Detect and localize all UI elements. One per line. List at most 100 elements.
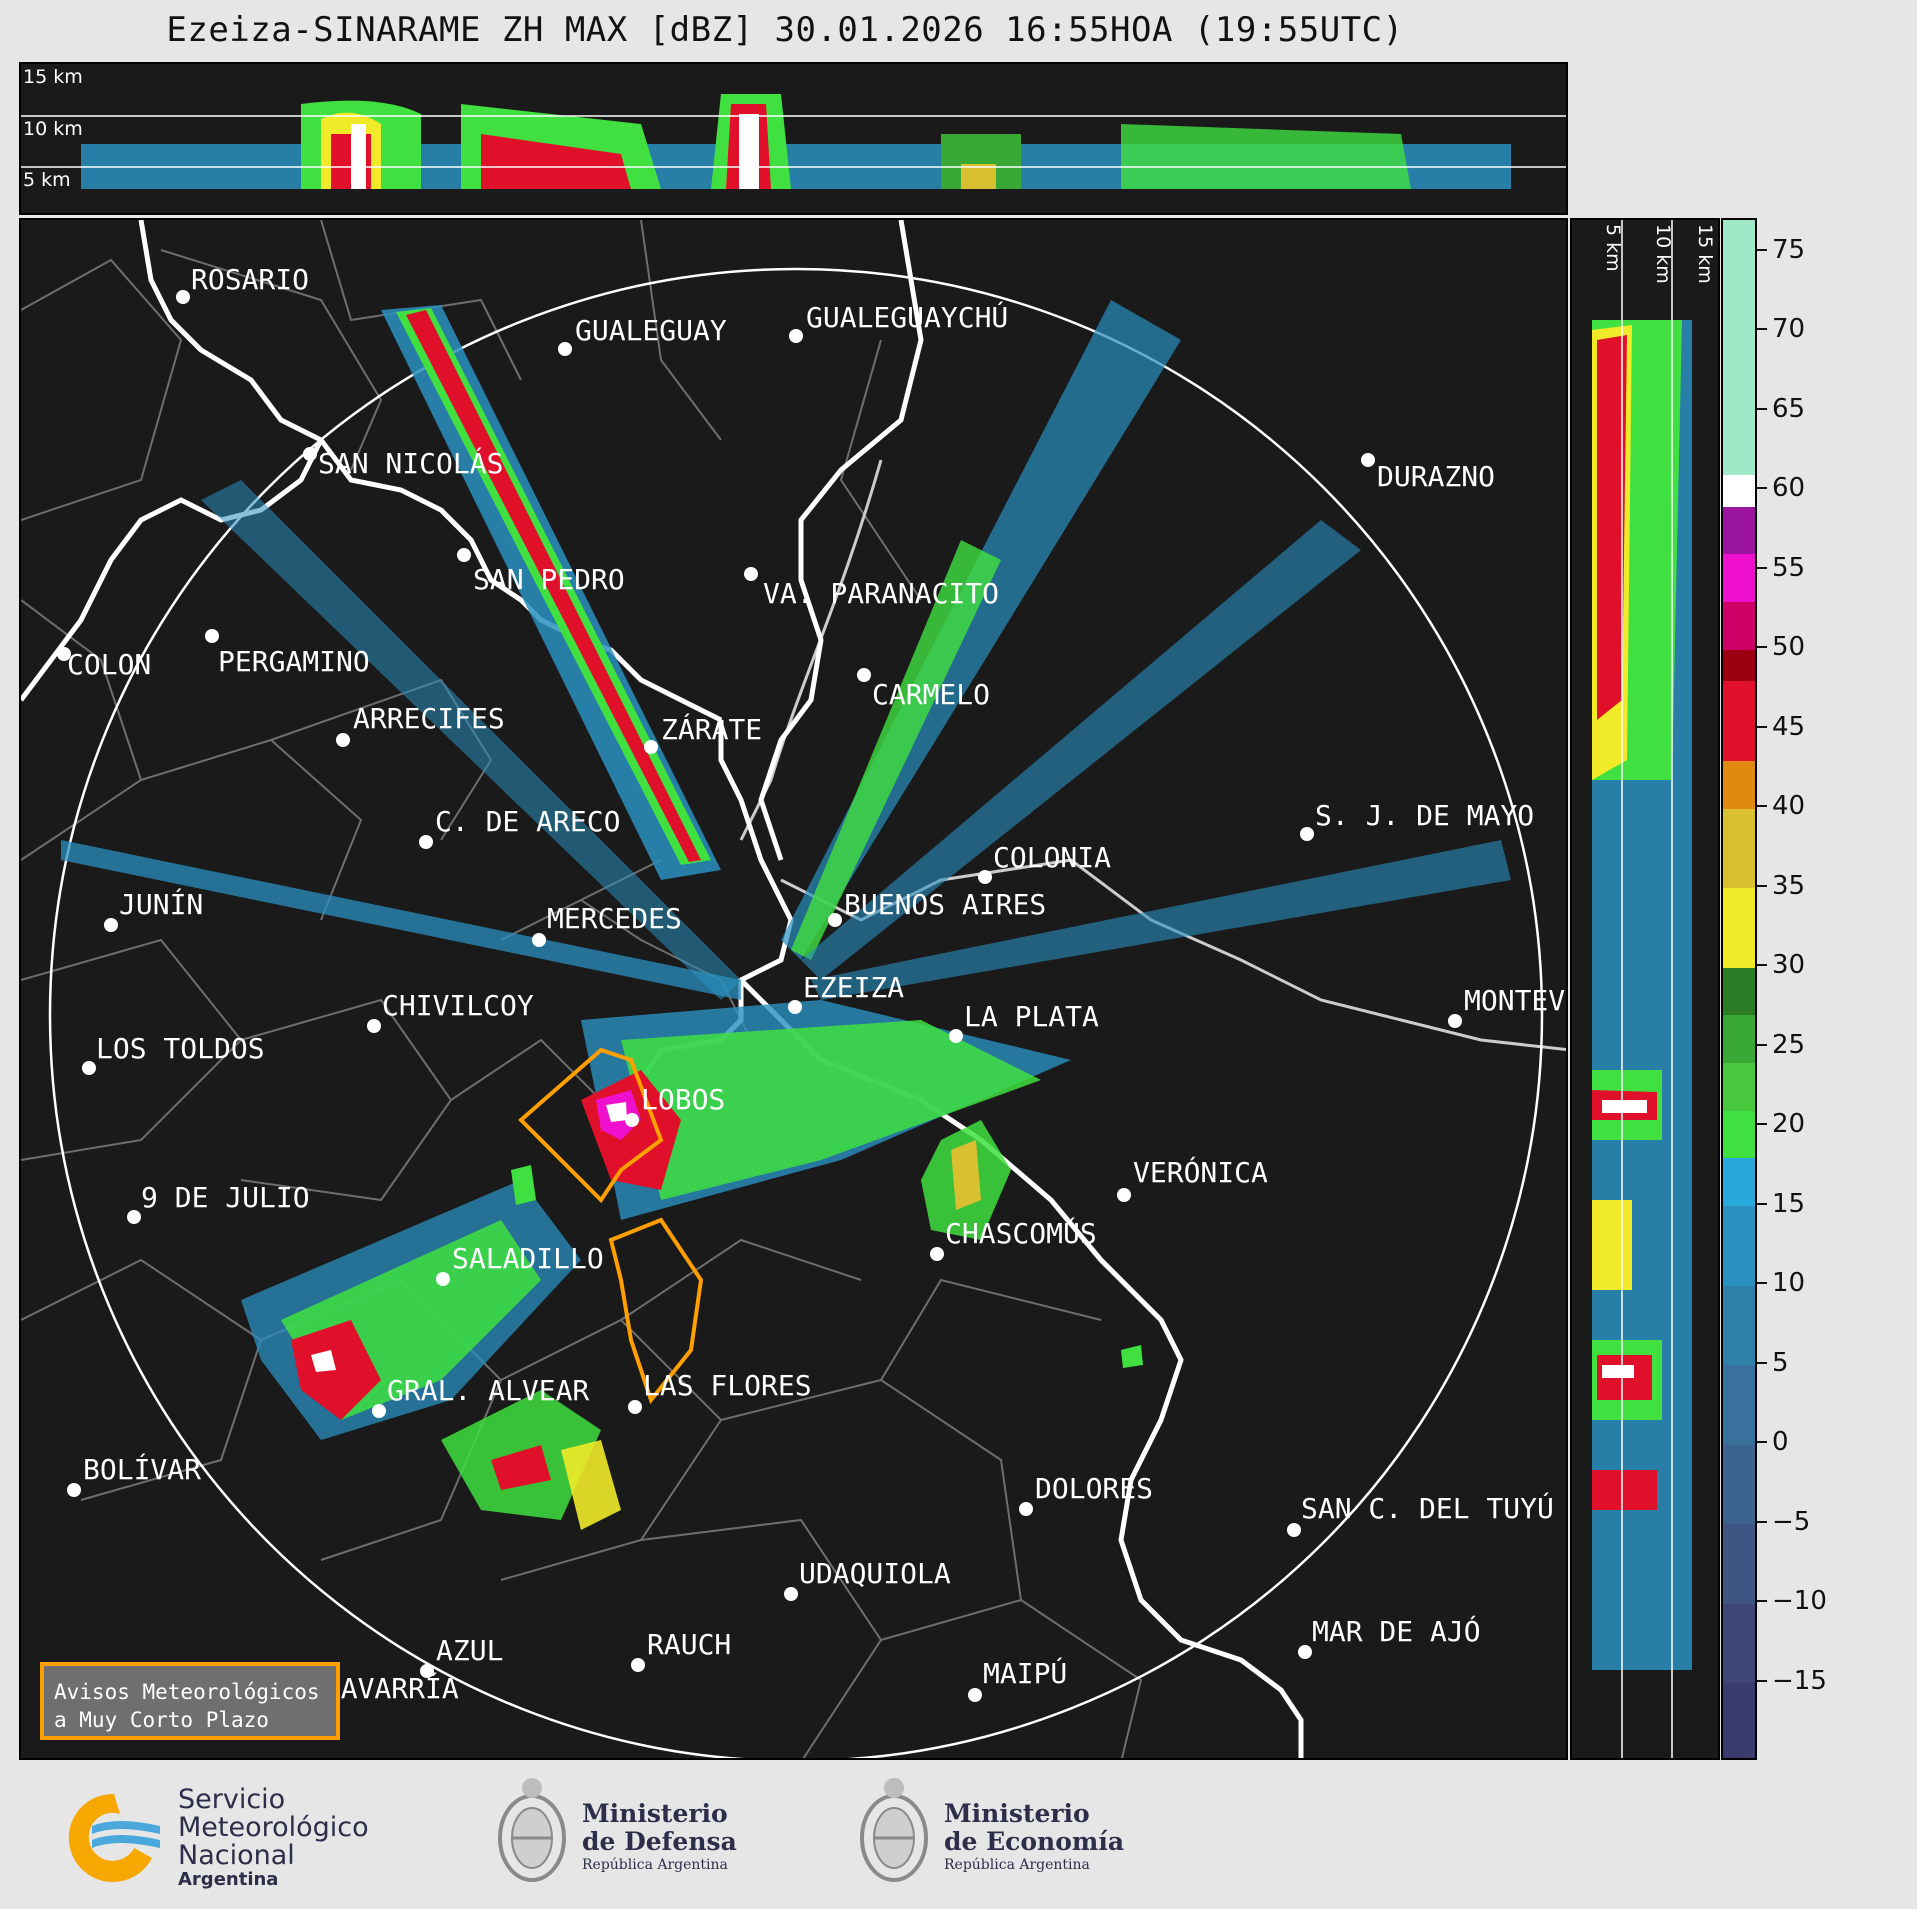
- city-label-dolores: DOLORES: [1035, 1472, 1153, 1505]
- city-markers: [57, 290, 1462, 1717]
- city-label-carmelo: CARMELO: [872, 678, 990, 711]
- warning-polygon-las-flores: [608, 1217, 704, 1405]
- colorbar-tick-label: 75: [1772, 234, 1806, 265]
- colorbar-segment: [1723, 649, 1755, 682]
- colorbar-tick: [1757, 725, 1767, 728]
- colorbar-tick: [1757, 1679, 1767, 1682]
- top-cross-section-plot: [21, 94, 1566, 189]
- colorbar-tick-label: 35: [1772, 870, 1806, 901]
- colorbar-tick-label: −10: [1772, 1586, 1827, 1617]
- colorbar-tick-label: 20: [1772, 1109, 1806, 1140]
- radar-range-ring: [48, 267, 1544, 1758]
- city-label-la-plata: LA PLATA: [964, 1000, 1099, 1033]
- colorbar-tick: [1757, 407, 1767, 410]
- city-label-colonia: COLONIA: [993, 841, 1111, 874]
- legend-line-2: a Muy Corto Plazo: [54, 1708, 269, 1732]
- warning-polygons: [518, 1047, 704, 1405]
- colorbar-tick-label: 55: [1772, 552, 1806, 583]
- colorbar-tick-label: 45: [1772, 711, 1806, 742]
- right-echo-band: [1592, 320, 1692, 1670]
- radar-map-svg: ROSARIO GUALEGUAYCHÚ GUALEGUAY SAN NICOL…: [21, 220, 1566, 1758]
- colorbar-segment: [1723, 220, 1755, 475]
- city-label-zarate: ZÁRATE: [661, 712, 762, 746]
- colorbar-tick-label: 5: [1772, 1347, 1789, 1378]
- colorbar-tick-label: 25: [1772, 1029, 1806, 1060]
- colorbar-tick: [1757, 1441, 1767, 1444]
- smn-logo-icon: [68, 1793, 160, 1882]
- colorbar-segment: [1723, 1444, 1755, 1525]
- city-label-rauch: RAUCH: [647, 1628, 731, 1661]
- city-label-ezeiza: EZEIZA: [803, 971, 904, 1004]
- defensa-logo-line-3: República Argentina: [582, 1857, 728, 1873]
- coast-and-rivers: [739, 459, 1566, 1052]
- colorbar-segment: [1723, 760, 1755, 809]
- city-label-mar-de-ajo: MAR DE AJÓ: [1312, 1614, 1481, 1648]
- city-label-arrecifes: ARRECIFES: [353, 702, 505, 735]
- city-label-buenos-aires: BUENOS AIRES: [844, 888, 1046, 921]
- colorbar-tick: [1757, 1282, 1767, 1285]
- city-label-9-de-julio: 9 DE JULIO: [141, 1181, 310, 1214]
- colorbar-segment: [1723, 601, 1755, 650]
- colorbar-segment: [1723, 474, 1755, 507]
- colorbar: [1721, 218, 1757, 1760]
- colorbar-tick-label: −5: [1772, 1506, 1811, 1537]
- right-alt-label-15km: 15 km: [1694, 224, 1716, 284]
- colorbar-tick: [1757, 646, 1767, 649]
- colorbar-tick-label: 65: [1772, 393, 1806, 424]
- smn-logo-line-3: Nacional: [178, 1840, 295, 1871]
- city-label-san-pedro: SAN PEDRO: [473, 563, 625, 596]
- colorbar-segment: [1723, 887, 1755, 968]
- colorbar-tick-label: 15: [1772, 1188, 1806, 1219]
- colorbar-segment: [1723, 1682, 1755, 1758]
- city-label-saladillo: SALADILLO: [452, 1242, 604, 1275]
- colorbar-segment: [1723, 1205, 1755, 1286]
- colorbar-tick-label: 50: [1772, 632, 1806, 663]
- colorbar-segment: [1723, 1062, 1755, 1111]
- right-alt-label-10km: 10 km: [1652, 224, 1674, 284]
- defensa-coat-of-arms-icon: [498, 1778, 566, 1882]
- colorbar-tick-label: 10: [1772, 1268, 1806, 1299]
- colorbar-segment: [1723, 967, 1755, 1016]
- city-label-mercedes: MERCEDES: [547, 902, 682, 935]
- colorbar-tick: [1757, 884, 1767, 887]
- top-echo-band: [81, 94, 1511, 189]
- warnings-legend: Avisos Meteorológicos a Muy Corto Plazo: [40, 1662, 340, 1740]
- right-cross-section: 5 km 10 km 15 km: [1570, 218, 1720, 1760]
- city-label-junin: JUNÍN: [119, 887, 203, 921]
- city-label-bolivar: BOLÍVAR: [83, 1452, 201, 1486]
- colorbar-segment: [1723, 1014, 1755, 1064]
- colorbar-tick: [1757, 328, 1767, 331]
- colorbar-tick-label: 70: [1772, 314, 1806, 345]
- chart-title: Ezeiza-SINARAME ZH MAX [dBZ] 30.01.2026 …: [166, 10, 1404, 50]
- colorbar-tick: [1757, 566, 1767, 569]
- city-label-las-flores: LAS FLORES: [643, 1369, 812, 1402]
- city-label-c-de-areco: C. DE ARECO: [435, 805, 620, 838]
- city-label-gualeguay: GUALEGUAY: [575, 314, 727, 347]
- colorbar-segment: [1723, 1285, 1755, 1366]
- colorbar-tick: [1757, 248, 1767, 251]
- colorbar-segment: [1723, 553, 1755, 603]
- economia-logo-line-3: República Argentina: [944, 1857, 1090, 1873]
- top-alt-label-5km: 5 km: [23, 169, 71, 191]
- city-label-va-paranacito: VA. PARANACITO: [763, 577, 999, 610]
- economia-logo-line-2: de Economía: [944, 1827, 1125, 1856]
- warning-polygon-lobos: [518, 1047, 664, 1204]
- colorbar-tick: [1757, 1600, 1767, 1603]
- top-cross-section: 15 km 10 km 5 km: [19, 62, 1568, 215]
- top-alt-label-10km: 10 km: [23, 118, 83, 140]
- colorbar-tick: [1757, 1043, 1767, 1046]
- city-label-veronica: VERÓNICA: [1133, 1155, 1268, 1189]
- right-cross-section-plot: [1592, 220, 1692, 1758]
- city-label-gualeguaychu: GUALEGUAYCHÚ: [806, 300, 1008, 334]
- city-label-colon: COLON: [67, 648, 151, 681]
- colorbar-tick: [1757, 1520, 1767, 1523]
- colorbar-tick: [1757, 805, 1767, 808]
- city-label-maipu: MAIPÚ: [983, 1656, 1067, 1690]
- colorbar-segment: [1723, 1157, 1755, 1207]
- colorbar-segment: [1723, 506, 1755, 555]
- city-label-sj-de-mayo: S. J. DE MAYO: [1315, 799, 1534, 832]
- colorbar-segment: [1723, 1523, 1755, 1604]
- colorbar-tick: [1757, 1123, 1767, 1126]
- colorbar-tick: [1757, 964, 1767, 967]
- colorbar-tick: [1757, 1361, 1767, 1364]
